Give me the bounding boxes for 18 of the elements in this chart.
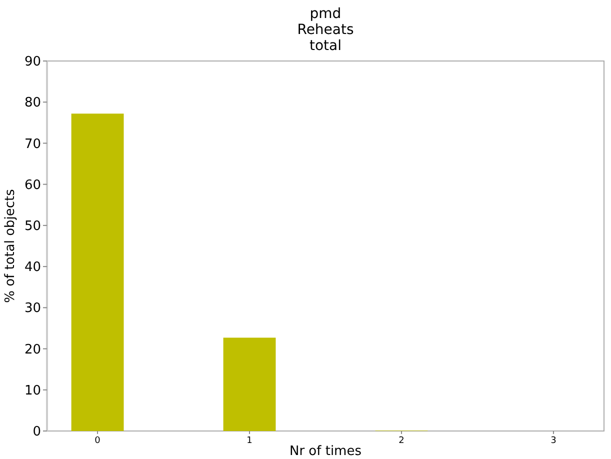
x-axis-title: Nr of times [289, 444, 362, 459]
y-tick-label: 30 [24, 301, 41, 316]
x-tick-label: 1 [246, 436, 252, 446]
y-tick-label: 10 [24, 383, 41, 398]
x-tick-label: 0 [94, 436, 101, 446]
x-tick-label: 2 [398, 436, 404, 446]
y-tick-label: 20 [24, 342, 41, 358]
chart-title: pmd Reheats total [297, 6, 354, 54]
y-tick-label: 50 [24, 218, 41, 234]
bar [223, 338, 276, 431]
y-tick-label: 40 [24, 260, 41, 276]
y-axis-title: % of total objects [3, 188, 18, 303]
bar [71, 114, 124, 431]
y-tick-label: 80 [24, 96, 41, 111]
y-tick-label: 70 [24, 136, 41, 152]
y-tick-label: 60 [24, 178, 41, 193]
y-tick-label: 90 [24, 54, 41, 70]
x-tick-label: 3 [550, 436, 556, 446]
